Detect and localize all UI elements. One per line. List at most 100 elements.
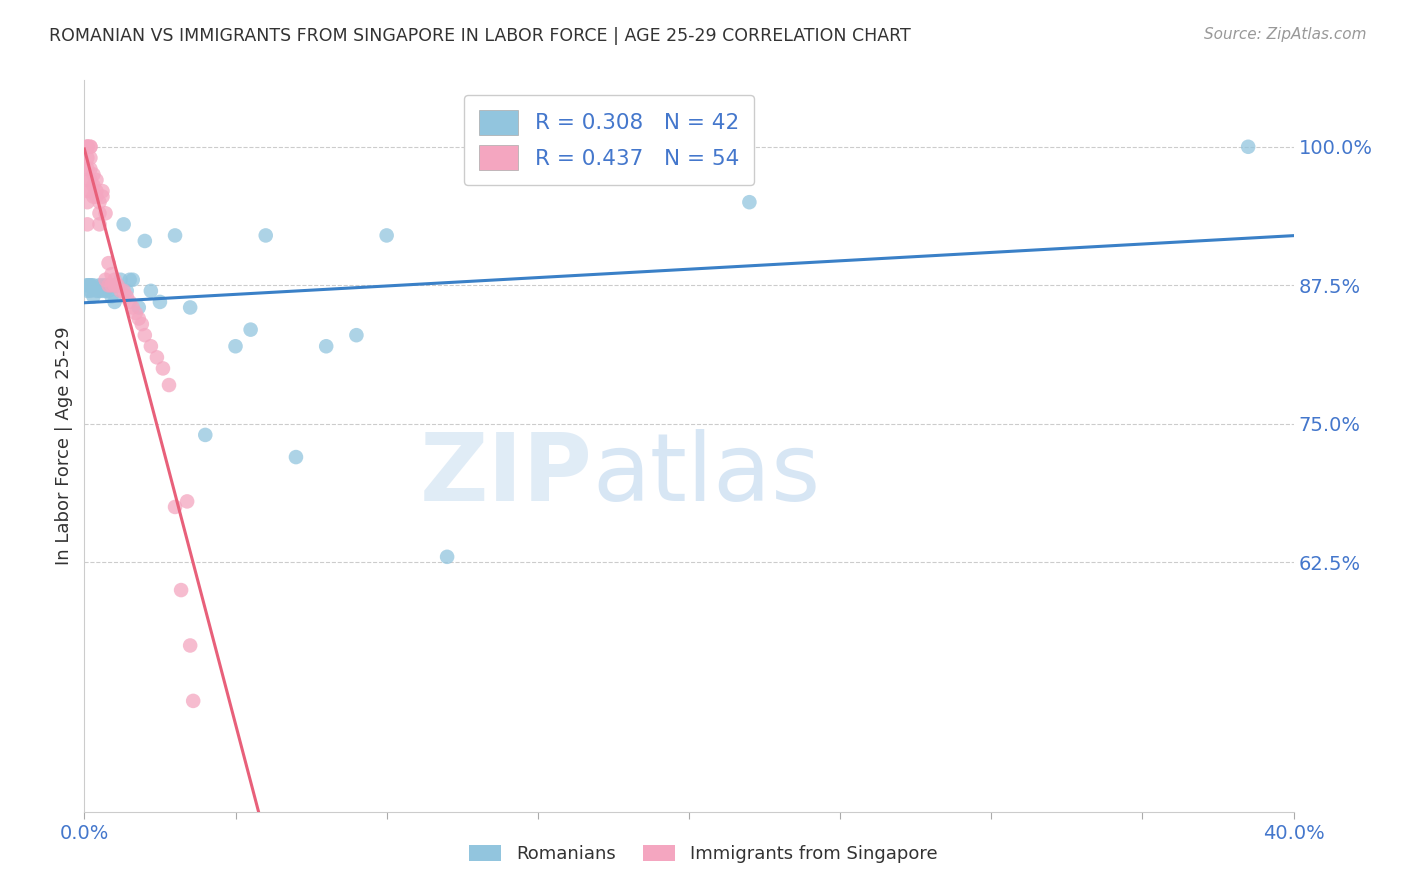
Point [76,278,98,293]
Point [86,284,108,298]
Point [179,301,201,315]
Point [82,289,104,303]
Point [181,694,204,708]
Point [170,583,193,598]
Point [104,278,127,293]
Point [76,140,98,154]
Point [76,184,98,198]
Point [110,273,132,287]
Point [194,428,217,442]
Text: atlas: atlas [592,429,821,521]
Point [82,178,104,193]
Point [76,140,98,154]
Point [110,284,132,298]
Point [436,549,458,564]
Point [76,140,98,154]
Y-axis label: In Labor Force | Age 25-29: In Labor Force | Age 25-29 [55,326,73,566]
Point [128,301,150,315]
Point [104,294,127,309]
Point [89,195,111,210]
Point [82,189,104,203]
Point [165,500,187,514]
Point [86,184,108,198]
Point [86,189,108,203]
Point [112,284,135,298]
Point [76,173,98,187]
Point [89,278,111,293]
Point [76,140,98,154]
Point [104,278,127,293]
Point [94,273,117,287]
Point [121,273,143,287]
Point [107,278,129,293]
Legend: R = 0.308   N = 42, R = 0.437   N = 54: R = 0.308 N = 42, R = 0.437 N = 54 [464,95,755,186]
Point [131,317,153,331]
Legend: Romanians, Immigrants from Singapore: Romanians, Immigrants from Singapore [460,836,946,872]
Point [112,218,135,232]
Point [128,311,150,326]
Point [375,228,398,243]
Point [91,284,114,298]
Point [89,218,111,232]
Point [86,173,108,187]
Point [225,339,247,353]
Point [79,173,101,187]
Point [118,273,141,287]
Point [89,206,111,220]
Point [76,218,98,232]
Point [285,450,308,464]
Point [315,339,337,353]
Point [91,189,114,203]
Point [104,273,127,287]
Point [254,228,277,243]
Point [179,639,201,653]
Point [79,140,101,154]
Point [139,284,162,298]
Point [100,289,122,303]
Point [97,278,120,293]
Point [79,161,101,176]
Point [76,151,98,165]
Point [91,278,114,293]
Point [1237,140,1260,154]
Point [76,284,98,298]
Point [176,494,198,508]
Point [79,184,101,198]
Point [146,351,169,365]
Point [79,278,101,293]
Point [738,195,761,210]
Point [94,278,117,293]
Point [76,195,98,210]
Point [165,228,187,243]
Point [139,339,162,353]
Point [91,184,114,198]
Text: ROMANIAN VS IMMIGRANTS FROM SINGAPORE IN LABOR FORCE | AGE 25-29 CORRELATION CHA: ROMANIAN VS IMMIGRANTS FROM SINGAPORE IN… [49,27,911,45]
Point [94,284,117,298]
Point [100,267,122,281]
Point [157,378,180,392]
Text: Source: ZipAtlas.com: Source: ZipAtlas.com [1204,27,1367,42]
Point [79,278,101,293]
Point [107,278,129,293]
Point [76,278,98,293]
Point [134,234,156,248]
Point [115,284,138,298]
Point [125,306,148,320]
Point [82,168,104,182]
Point [134,328,156,343]
Point [149,294,172,309]
Point [97,284,120,298]
Point [118,294,141,309]
Point [97,256,120,270]
Point [76,161,98,176]
Point [100,278,122,293]
Point [79,151,101,165]
Point [115,289,138,303]
Point [79,140,101,154]
Point [121,301,143,315]
Point [79,284,101,298]
Point [152,361,174,376]
Point [239,323,262,337]
Point [89,284,111,298]
Point [346,328,368,343]
